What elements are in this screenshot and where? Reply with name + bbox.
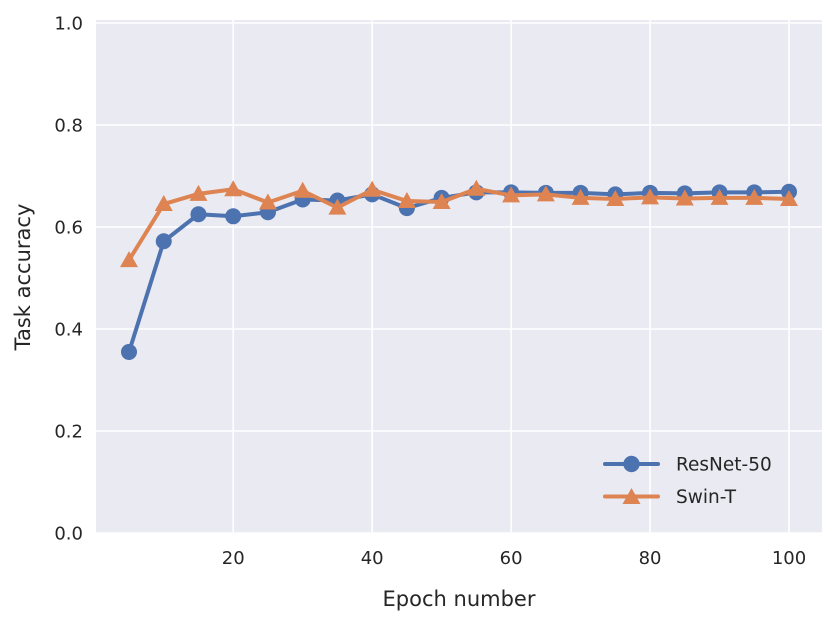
y-tick-label-1.0: 1.0 bbox=[54, 14, 83, 35]
swin-t-point bbox=[432, 193, 451, 210]
swin-t-point bbox=[780, 189, 798, 206]
tick-labels: 20 40 60 80 100 0.0 0.2 0.4 0.6 0.8 1.0 bbox=[54, 14, 806, 570]
y-tick-label-0.4: 0.4 bbox=[54, 320, 83, 341]
swin-t-point bbox=[745, 188, 764, 205]
swin-t-point bbox=[502, 186, 521, 203]
resnet-50-point bbox=[121, 343, 137, 360]
legend-label-resnet-50: ResNet-50 bbox=[676, 455, 772, 476]
swin-t-point bbox=[641, 188, 660, 205]
y-tick-label-0.2: 0.2 bbox=[54, 422, 83, 443]
x-tick-label-80: 80 bbox=[639, 548, 662, 569]
swin-t-point bbox=[675, 189, 694, 206]
resnet-50-point bbox=[190, 206, 207, 223]
swin-t-point bbox=[363, 180, 382, 197]
swin-t-point bbox=[224, 180, 243, 197]
swin-t-point bbox=[120, 251, 138, 268]
swin-t-point bbox=[293, 181, 312, 198]
resnet-50-point bbox=[225, 208, 242, 225]
resnet-50-point bbox=[155, 233, 172, 250]
swin-t-point bbox=[536, 185, 555, 202]
series-swin-t bbox=[120, 179, 798, 268]
x-axis-label: Epoch number bbox=[383, 587, 536, 611]
gridlines bbox=[96, 20, 822, 534]
swin-t-point bbox=[397, 191, 416, 208]
swin-t-point bbox=[258, 193, 277, 210]
resnet-50-legend-marker bbox=[623, 455, 640, 473]
data-series bbox=[120, 179, 798, 360]
swin-t-point bbox=[710, 188, 729, 205]
y-tick-label-0.8: 0.8 bbox=[54, 116, 83, 137]
swin-t-legend-marker bbox=[622, 488, 641, 504]
x-tick-label-40: 40 bbox=[361, 548, 384, 569]
swin-t-point bbox=[328, 198, 347, 215]
swin-t-point bbox=[154, 195, 173, 212]
y-tick-label-0.6: 0.6 bbox=[54, 218, 83, 239]
swin-t-point bbox=[606, 189, 625, 206]
y-tick-label-0.0: 0.0 bbox=[54, 524, 83, 545]
x-tick-label-60: 60 bbox=[500, 548, 523, 569]
swin-t-point bbox=[467, 179, 486, 196]
legend-item-swin-t: Swin-T bbox=[603, 487, 737, 508]
x-tick-label-20: 20 bbox=[222, 548, 245, 569]
legend-label-swin-t: Swin-T bbox=[676, 487, 737, 508]
legend-item-resnet-50: ResNet-50 bbox=[603, 455, 772, 476]
legend: ResNet-50 Swin-T bbox=[603, 455, 772, 508]
x-tick-label-100: 100 bbox=[772, 548, 806, 569]
y-axis-label: Task accuracy bbox=[11, 204, 35, 352]
swin-t-point bbox=[189, 184, 208, 201]
swin-t-point bbox=[571, 188, 590, 205]
plot-area bbox=[96, 20, 822, 533]
